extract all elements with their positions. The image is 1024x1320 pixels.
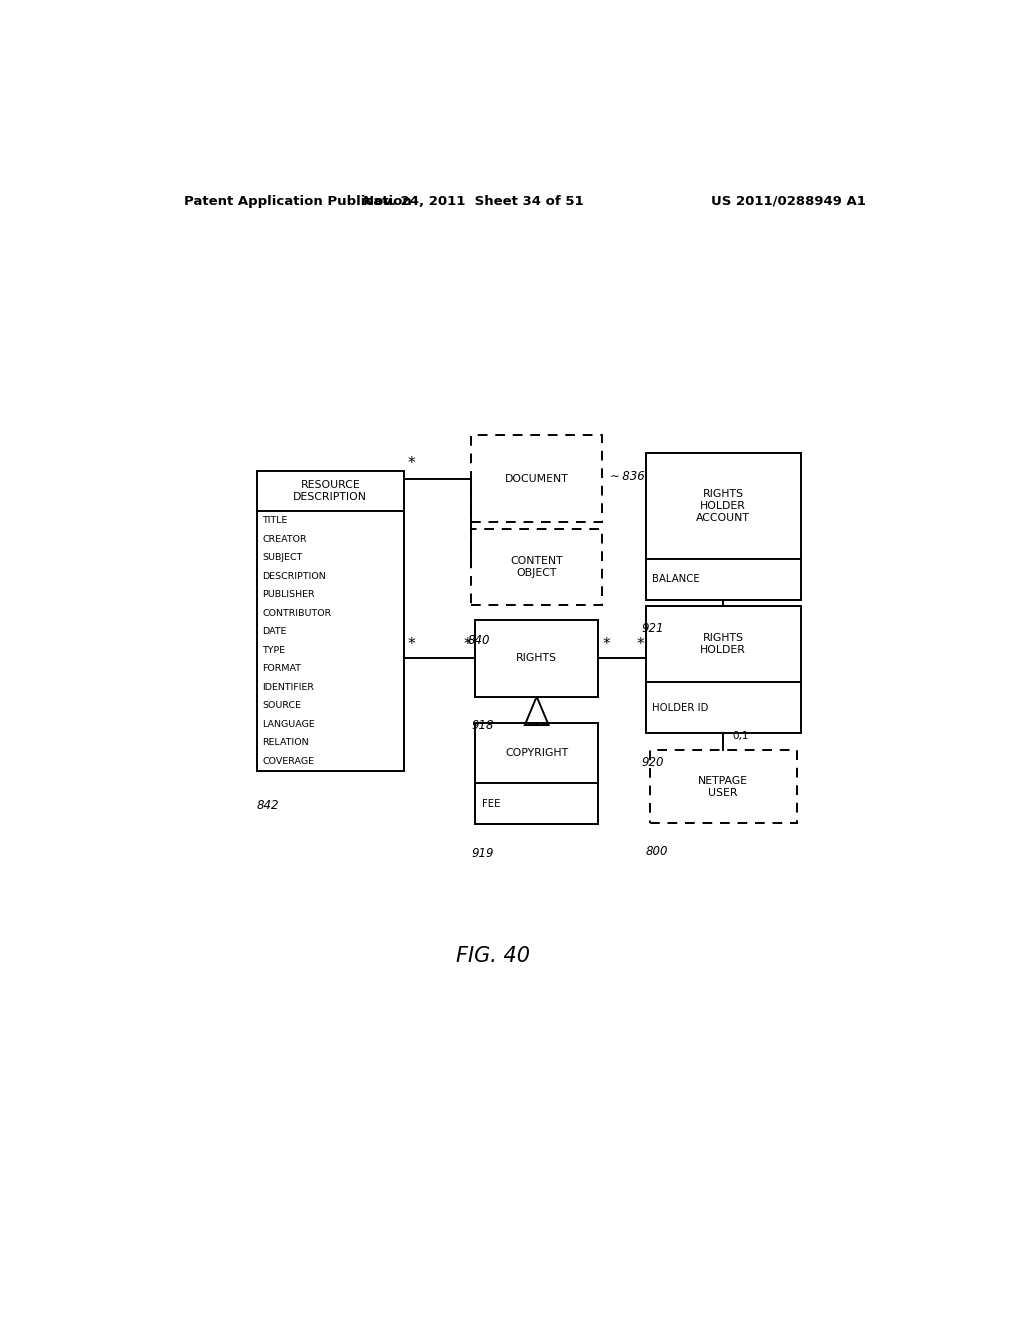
Text: RESOURCE
DESCRIPTION: RESOURCE DESCRIPTION (293, 480, 368, 502)
Text: ∼ 836: ∼ 836 (610, 470, 645, 483)
Text: COVERAGE: COVERAGE (262, 756, 314, 766)
Bar (650, 750, 797, 824)
Text: *: * (408, 638, 416, 652)
Text: NETPAGE
USER: NETPAGE USER (698, 776, 749, 797)
Text: FIG. 40: FIG. 40 (456, 946, 530, 966)
Bar (257, 471, 403, 771)
Text: *: * (408, 457, 416, 471)
Text: HOLDER ID: HOLDER ID (652, 702, 709, 713)
Text: *: * (637, 638, 644, 652)
Text: IDENTIFIER: IDENTIFIER (262, 682, 314, 692)
Bar (646, 606, 801, 733)
Text: BALANCE: BALANCE (652, 574, 700, 585)
Text: PUBLISHER: PUBLISHER (262, 590, 315, 599)
Bar (475, 722, 598, 824)
Bar (475, 620, 598, 697)
Text: 842: 842 (257, 799, 280, 812)
Text: TITLE: TITLE (262, 516, 288, 525)
Bar (471, 436, 602, 521)
Text: FEE: FEE (481, 799, 500, 809)
Text: CONTRIBUTOR: CONTRIBUTOR (262, 609, 332, 618)
Text: RIGHTS
HOLDER
ACCOUNT: RIGHTS HOLDER ACCOUNT (696, 488, 751, 523)
Text: *: * (602, 638, 610, 652)
Text: TYPE: TYPE (262, 645, 286, 655)
Text: DESCRIPTION: DESCRIPTION (262, 572, 327, 581)
Text: 800: 800 (646, 846, 669, 858)
Bar (646, 453, 801, 601)
Text: 920: 920 (642, 755, 665, 768)
Text: FORMAT: FORMAT (262, 664, 301, 673)
Bar (471, 529, 602, 605)
Text: CREATOR: CREATOR (262, 535, 307, 544)
Text: COPYRIGHT: COPYRIGHT (505, 748, 568, 758)
Text: 0,1: 0,1 (733, 731, 750, 742)
Text: RELATION: RELATION (262, 738, 309, 747)
Text: CONTENT
OBJECT: CONTENT OBJECT (510, 556, 563, 578)
Text: SOURCE: SOURCE (262, 701, 301, 710)
Text: Nov. 24, 2011  Sheet 34 of 51: Nov. 24, 2011 Sheet 34 of 51 (362, 194, 584, 207)
Text: DATE: DATE (262, 627, 287, 636)
Text: 918: 918 (471, 719, 494, 733)
Text: 919: 919 (471, 846, 494, 859)
Text: 921: 921 (642, 623, 665, 635)
Text: US 2011/0288949 A1: US 2011/0288949 A1 (712, 194, 866, 207)
Text: 840: 840 (467, 634, 489, 647)
Text: LANGUAGE: LANGUAGE (262, 719, 315, 729)
Text: RIGHTS
HOLDER: RIGHTS HOLDER (700, 634, 746, 655)
Text: DOCUMENT: DOCUMENT (505, 474, 568, 483)
Text: RIGHTS: RIGHTS (516, 653, 557, 664)
Text: Patent Application Publication: Patent Application Publication (183, 194, 412, 207)
Text: SUBJECT: SUBJECT (262, 553, 303, 562)
Text: *: * (464, 638, 471, 652)
